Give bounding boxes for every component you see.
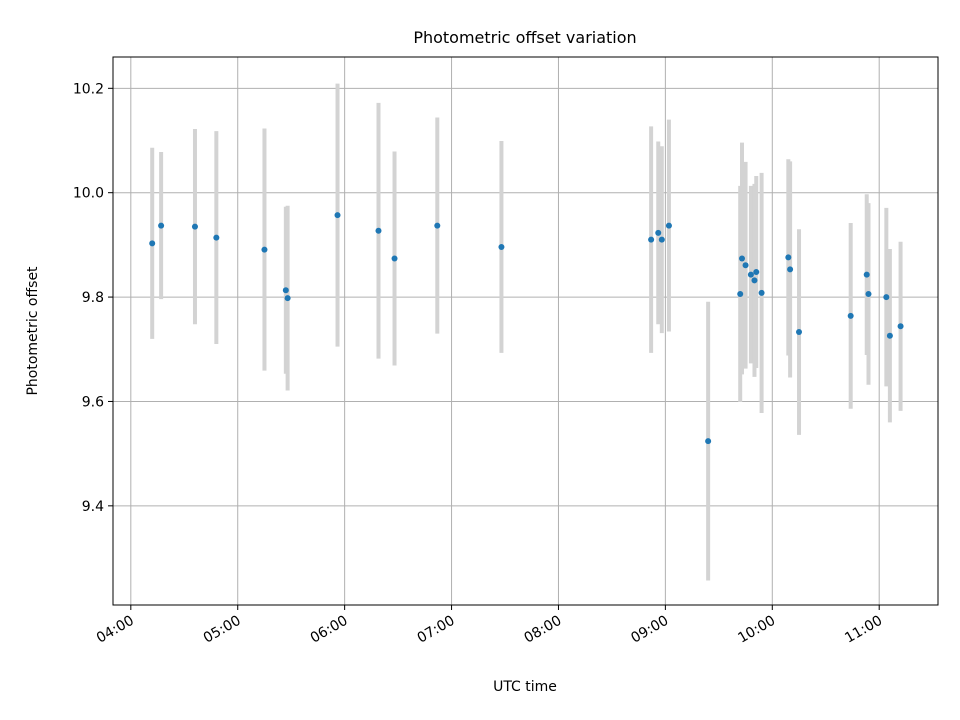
data-point <box>785 254 792 261</box>
data-point <box>158 222 165 229</box>
data-point <box>742 262 749 269</box>
plot-frame <box>112 56 939 606</box>
data-point <box>655 229 662 236</box>
y-tick-label: 10.0 <box>73 186 104 202</box>
data-point <box>897 323 904 330</box>
x-tick-label: 08:00 <box>522 613 565 647</box>
data-point <box>284 295 291 302</box>
data-point <box>648 236 655 243</box>
y-axis-label: Photometric offset <box>25 266 41 396</box>
data-point <box>498 243 505 250</box>
data-point <box>375 227 382 234</box>
data-point <box>751 277 758 284</box>
y-tick-label: 9.8 <box>82 290 104 306</box>
x-tick-label: 09:00 <box>628 613 671 647</box>
data-point <box>191 223 198 230</box>
y-tick-label: 9.6 <box>82 394 104 410</box>
data-point <box>705 438 712 445</box>
x-ticks: 04:00 05:00 06:00 07:00 08:00 09:00 10:00 11:00 <box>94 605 885 647</box>
x-tick-label: 06:00 <box>308 613 351 647</box>
x-tick-label: 07:00 <box>415 613 458 647</box>
data-point <box>738 255 745 262</box>
data-point <box>213 234 220 241</box>
data-point <box>149 240 156 247</box>
data-point <box>737 290 744 297</box>
x-tick-label: 04:00 <box>94 613 137 647</box>
data-point <box>758 289 765 296</box>
data-points <box>149 212 904 445</box>
y-ticks: 9.4 9.6 9.8 10.0 10.2 <box>73 81 113 515</box>
data-point <box>334 212 341 219</box>
x-tick-label: 10:00 <box>735 613 778 647</box>
data-point <box>665 222 672 229</box>
data-point <box>391 255 398 262</box>
x-axis-label: UTC time <box>493 679 557 695</box>
data-point <box>886 332 893 339</box>
data-point <box>261 246 268 253</box>
chart-title: Photometric offset variation <box>413 28 636 47</box>
x-tick-label: 05:00 <box>201 613 244 647</box>
y-tick-label: 10.2 <box>73 81 104 97</box>
data-point <box>787 266 794 273</box>
data-point <box>863 271 870 278</box>
data-point <box>658 236 665 243</box>
data-point <box>865 290 872 297</box>
data-point <box>883 294 890 301</box>
y-tick-label: 9.4 <box>82 499 104 515</box>
data-point <box>282 287 289 294</box>
data-point <box>747 271 754 278</box>
grid <box>113 57 938 605</box>
data-point <box>753 269 760 276</box>
data-point <box>434 222 441 229</box>
data-point <box>847 312 854 319</box>
data-point <box>796 329 803 336</box>
x-tick-label: 11:00 <box>842 613 885 647</box>
